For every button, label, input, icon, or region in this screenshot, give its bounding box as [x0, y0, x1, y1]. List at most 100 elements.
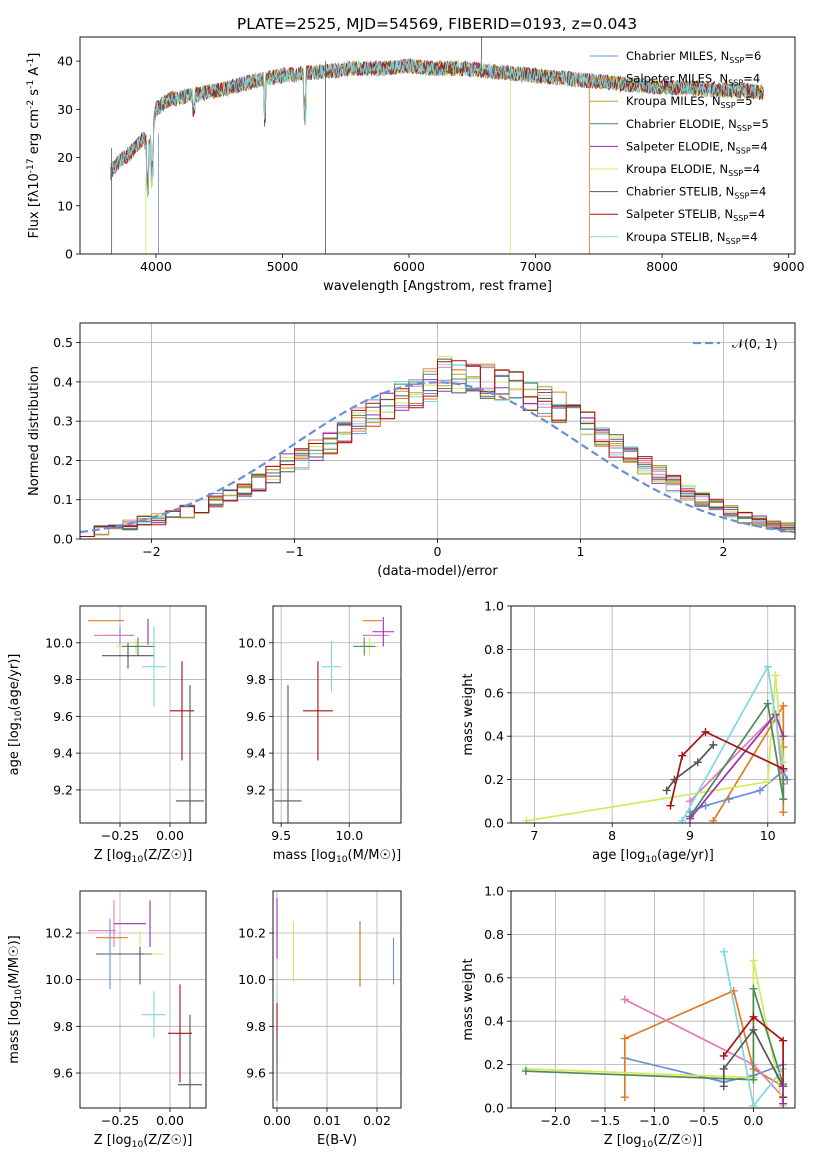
x-tick-label: −2: [142, 544, 160, 559]
y-tick-label: 9.6: [53, 1066, 73, 1081]
y-tick-label: 0.8: [484, 642, 504, 657]
mass-weight-point-marker: [749, 1101, 758, 1108]
mass-weight-series-line: [723, 1015, 784, 1098]
axes-frame: [272, 890, 402, 1109]
legend-label: Chabrier STELIB, NSSP=4: [626, 185, 766, 201]
mass-weight-point-marker: [678, 816, 687, 823]
mass-weight-point-marker: [662, 786, 671, 795]
mass-weight-point-marker: [779, 795, 788, 804]
y-tick-label: 1.0: [484, 599, 504, 614]
mass-weight-point-marker: [719, 1051, 728, 1060]
x-tick-label: 7: [530, 828, 538, 843]
x-tick-label: 7000: [520, 259, 552, 274]
mass-weight-series-line: [689, 701, 785, 817]
x-tick-label: 0.01: [313, 1113, 341, 1128]
y-tick-label: 9.4: [53, 746, 73, 761]
x-axis-label: age [log10(age/yr)]: [592, 848, 714, 865]
plot-area: [80, 355, 795, 539]
x-axis-label: Z [log10(Z/Z☉)]: [94, 848, 193, 865]
y-tick-label: 9.8: [53, 1019, 73, 1034]
y-tick-label: 30: [57, 102, 73, 117]
legend-label: Kroupa ELODIE, NSSP=4: [626, 162, 760, 178]
mass-weight-point-marker: [779, 1082, 788, 1091]
mass-weight-point-marker: [709, 740, 718, 749]
plot-area: [522, 662, 792, 823]
mass-weight-point-marker: [749, 984, 758, 993]
y-axis-label: age [log10(age/yr)]: [7, 654, 24, 776]
mass-weight-point-marker: [749, 956, 758, 965]
mass-weight-point-marker: [666, 801, 675, 810]
x-tick-label: 9000: [773, 259, 805, 274]
x-tick-label: 1: [577, 544, 585, 559]
x-tick-label: 0.00: [263, 1113, 291, 1128]
x-tick-label: 5000: [267, 259, 299, 274]
legend-label: Kroupa MILES, NSSP=5: [626, 94, 753, 110]
y-tick-label: 10.0: [238, 972, 266, 987]
mass-weight-point-marker: [779, 808, 788, 817]
x-axis-label: Z [log10(Z/Z☉)]: [604, 1133, 703, 1150]
y-tick-label: 10.2: [45, 926, 73, 941]
mass-weight-point-marker: [763, 699, 772, 708]
legend-label: Salpeter MILES, NSSP=4: [626, 72, 760, 88]
legend-label: Chabrier ELODIE, NSSP=5: [626, 117, 769, 133]
plot-area: [110, 37, 764, 254]
axes-frame: [510, 605, 796, 824]
figure-title: PLATE=2525, MJD=54569, FIBERID=0193, z=0…: [237, 15, 637, 33]
x-tick-label: −0.25: [101, 1113, 139, 1128]
plot-area: [276, 898, 395, 1101]
y-tick-label: 0.0: [484, 1101, 504, 1116]
spectrum-series-line: [110, 58, 761, 197]
mass-weight-point-marker: [763, 777, 772, 786]
y-tick-label: 9.8: [246, 1019, 266, 1034]
mass-weight-point-marker: [763, 662, 772, 671]
x-axis-label: wavelength [Angstrom, rest frame]: [323, 279, 552, 294]
y-tick-label: 40: [57, 54, 73, 69]
y-tick-label: 9.6: [246, 1066, 266, 1081]
y-tick-label: 9.2: [53, 782, 73, 797]
y-axis-label: Flux [fλ10-17 erg cm-2 s-1 A-1]: [26, 53, 42, 239]
plot-area: [521, 947, 788, 1108]
axes-frame: [272, 605, 402, 824]
x-tick-label: 10: [760, 828, 776, 843]
mass-vs-metallicity-panel: −0.25 0.00 9.6 9.8 10.0 10.2 Z [log10(Z/Z☉)] ma…: [7, 890, 207, 1150]
y-tick-label: 0.2: [53, 453, 73, 468]
y-tick-label: 0.5: [53, 335, 73, 350]
y-tick-label: 0.4: [53, 374, 73, 389]
x-axis-label: Z [log10(Z/Z☉)]: [94, 1133, 193, 1150]
y-axis-label: mass weight: [461, 673, 476, 755]
x-tick-label: −0.5: [689, 1113, 719, 1128]
mass-weight-series-line: [665, 744, 714, 791]
y-tick-label: 9.8: [246, 672, 266, 687]
mass-weight-point-marker: [685, 814, 694, 823]
x-tick-label: 9: [686, 828, 694, 843]
axes-frame: [79, 36, 796, 255]
axes-frame: [510, 890, 796, 1109]
mass-weight-point-marker: [755, 786, 764, 795]
x-tick-label: −1.5: [590, 1113, 620, 1128]
mass-weight-point-marker: [678, 751, 687, 760]
plot-area: [274, 617, 395, 823]
mass-weight-point-marker: [719, 947, 728, 956]
x-axis-label: E(B-V): [317, 1133, 357, 1148]
legend-label: Chabrier MILES, NSSP=6: [626, 49, 761, 65]
x-tick-label: 0: [434, 544, 442, 559]
mass-weight-point-marker: [719, 1082, 728, 1091]
x-tick-label: 9.5: [271, 828, 291, 843]
x-tick-label: 8: [608, 828, 616, 843]
mass-weight-point-marker: [749, 1012, 758, 1021]
mass-weight-series-line: [722, 1028, 784, 1087]
mass-weight-point-marker: [620, 1034, 629, 1043]
axes-frame: [79, 605, 207, 824]
age-vs-mass-panel: 9.5 10.0 9.2 9.4 9.6 9.8 10.0 mass [log10(M/M☉)…: [238, 605, 402, 865]
x-tick-label: 10.0: [335, 828, 363, 843]
axes-frame: [79, 322, 796, 540]
mass-weight-point-marker: [779, 1036, 788, 1045]
y-tick-label: 10.2: [238, 926, 266, 941]
y-tick-label: 10: [57, 198, 73, 213]
x-tick-label: −1: [285, 544, 303, 559]
age-vs-metallicity-panel: −0.25 0.00 9.2 9.4 9.6 9.8 10.0 Z [log10(Z/Z☉)]…: [7, 605, 207, 865]
legend-label: Salpeter STELIB, NSSP=4: [626, 207, 765, 223]
mass-weight-series-line: [526, 675, 785, 822]
mass-weight-point-marker: [709, 816, 718, 823]
y-tick-label: 0.6: [484, 685, 504, 700]
